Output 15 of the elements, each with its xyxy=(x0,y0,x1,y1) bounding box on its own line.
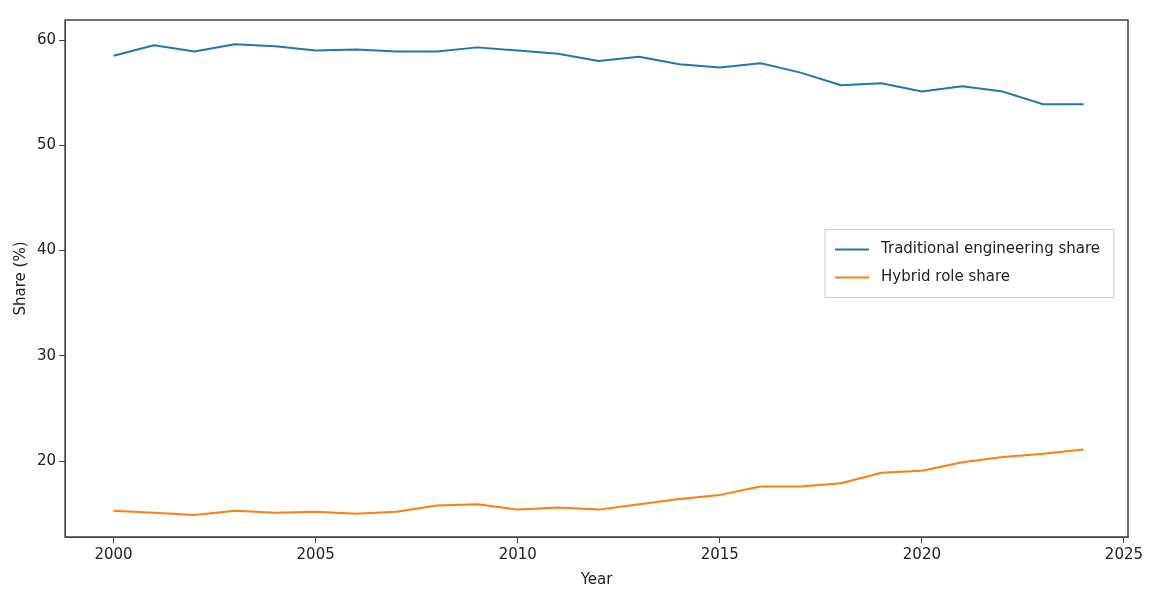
legend-label: Traditional engineering share xyxy=(880,239,1100,258)
y-axis-title: Share (%) xyxy=(10,241,29,316)
x-tick-label: 2005 xyxy=(296,544,335,563)
x-tick-label: 2025 xyxy=(1104,544,1144,563)
y-tick-label: 20 xyxy=(36,451,57,470)
x-tick-label: 2020 xyxy=(902,544,941,563)
y-tick-label: 60 xyxy=(36,29,57,48)
y-tick-label: 40 xyxy=(36,240,57,259)
legend-label: Hybrid role share xyxy=(881,267,1011,286)
x-tick-label: 2010 xyxy=(498,544,537,563)
x-tick-label: 2015 xyxy=(700,544,739,563)
y-tick-label: 50 xyxy=(36,135,57,154)
y-tick-label: 30 xyxy=(36,345,57,364)
x-axis-title: Year xyxy=(579,569,614,588)
x-tick-label: 2000 xyxy=(94,544,133,563)
